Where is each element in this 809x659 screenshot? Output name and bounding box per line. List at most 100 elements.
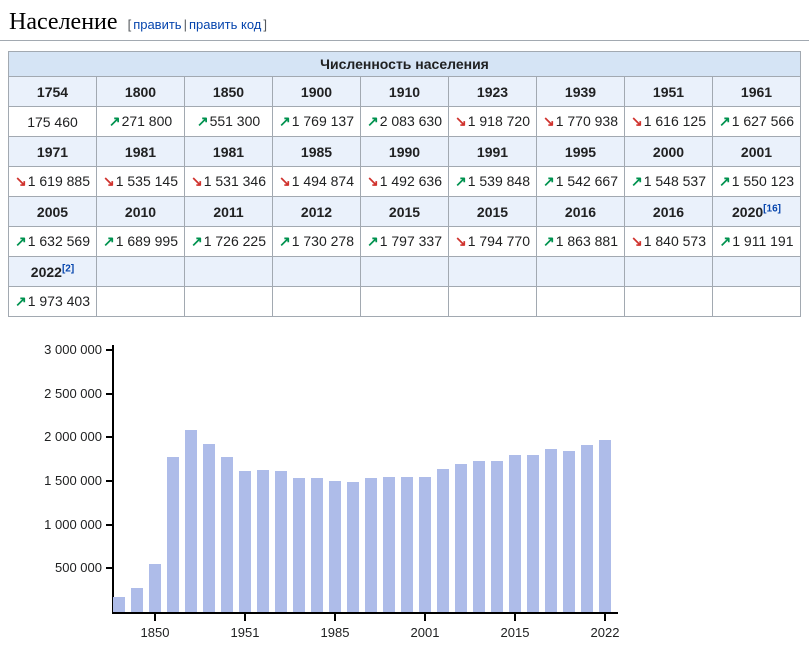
population-value-cell [96, 286, 185, 317]
year-cell: 2015 [448, 196, 537, 227]
year-cell: 1971 [8, 136, 97, 167]
year-cell: 2001 [712, 136, 801, 167]
year-cell: 1900 [272, 76, 361, 107]
year-cell: 1951 [624, 76, 713, 107]
population-bar [365, 478, 377, 612]
population-value-cell: ↗1 911 191 [712, 226, 801, 257]
year-cell: 1910 [360, 76, 449, 107]
decrease-arrow-icon: ↘ [542, 113, 555, 129]
y-axis-tick-label: 2 500 000 [44, 385, 102, 401]
reference-link[interactable]: [2] [61, 262, 75, 274]
edit-link[interactable]: править [133, 17, 182, 32]
population-value-cell: ↗1 730 278 [272, 226, 361, 257]
population-value-cell [360, 286, 449, 317]
population-bar [401, 477, 413, 612]
population-value-cell: ↗271 800 [96, 106, 185, 137]
population-value-cell [536, 286, 625, 317]
year-cell: 2010 [96, 196, 185, 227]
year-cell [184, 256, 273, 287]
population-table-body: Численность населения 1754 1800 1850 1900 19… [8, 51, 801, 317]
population-value-cell: ↗1 973 403 [8, 286, 97, 317]
population-bar [275, 471, 287, 612]
increase-arrow-icon: ↗ [719, 233, 732, 249]
decrease-arrow-icon: ↘ [630, 113, 643, 129]
increase-arrow-icon: ↗ [196, 113, 209, 129]
population-bar [203, 444, 215, 612]
population-value-cell: ↘1 492 636 [360, 166, 449, 197]
y-axis-tick-label: 500 000 [55, 560, 102, 576]
increase-arrow-icon: ↗ [454, 173, 467, 189]
decrease-arrow-icon: ↘ [278, 173, 291, 189]
x-axis-tick-label: 2022 [590, 625, 620, 640]
population-value-cell: ↗2 083 630 [360, 106, 449, 137]
value-row: ↗1 632 569 ↗1 689 995 ↗1 726 225 ↗1 730 278… [8, 226, 801, 257]
population-chart: 500 000 1 000 000 1 500 000 2 000 000 2 500 … [0, 340, 809, 659]
population-value-cell: ↗1 542 667 [536, 166, 625, 197]
year-cell: 1961 [712, 76, 801, 107]
population-value-cell: ↗1 632 569 [8, 226, 97, 257]
population-value-cell: ↗1 726 225 [184, 226, 273, 257]
year-cell: 1981 [184, 136, 273, 167]
x-axis-tick-label: 1850 [140, 625, 170, 640]
value-row: 175 460 ↗271 800 ↗551 300 ↗1 769 137 ↗2 083 … [8, 106, 801, 137]
table-caption-row: Численность населения [8, 51, 801, 77]
page-title: Население [9, 9, 118, 35]
y-axis-tick [106, 349, 113, 351]
population-value-cell: ↗1 550 123 [712, 166, 801, 197]
increase-arrow-icon: ↗ [278, 113, 291, 129]
section-heading: Население [править | править код] [0, 0, 809, 41]
edit-bracket-close: ] [263, 17, 267, 32]
value-row: ↗1 973 403 [8, 286, 801, 317]
decrease-arrow-icon: ↘ [102, 173, 115, 189]
year-cell [624, 256, 713, 287]
population-value-cell: ↘1 535 145 [96, 166, 185, 197]
y-axis-tick [106, 436, 113, 439]
population-value-cell: ↘1 770 938 [536, 106, 625, 137]
year-row: 1971 1981 1981 1985 1990 1991 1995 2000 2001 [8, 136, 801, 167]
x-axis-tick [604, 614, 606, 621]
population-value-cell [448, 286, 537, 317]
year-cell: 2012 [272, 196, 361, 227]
y-axis-tick-label: 1 000 000 [44, 516, 102, 532]
population-value-cell: ↘1 918 720 [448, 106, 537, 137]
y-axis-tick [106, 480, 113, 482]
population-value-cell [272, 286, 361, 317]
population-bar [527, 455, 539, 612]
year-cell: 2005 [8, 196, 97, 227]
year-cell [536, 256, 625, 287]
y-axis-tick [106, 392, 113, 395]
population-value-cell: ↘1 531 346 [184, 166, 273, 197]
year-cell: 2020[16] [712, 196, 801, 227]
year-cell: 1991 [448, 136, 537, 167]
year-row: 2005 2010 2011 2012 2015 2015 2016 2016 2020[16] [8, 196, 801, 227]
decrease-arrow-icon: ↘ [454, 233, 467, 249]
y-axis-tick-label: 3 000 000 [44, 342, 102, 357]
year-cell: 2015 [360, 196, 449, 227]
year-cell: 1754 [8, 76, 97, 107]
population-value-cell: ↘1 494 874 [272, 166, 361, 197]
population-bar [221, 457, 233, 612]
population-bar [149, 564, 161, 612]
population-value-cell: ↗1 769 137 [272, 106, 361, 137]
increase-arrow-icon: ↗ [366, 113, 379, 129]
population-value-cell: ↘1 794 770 [448, 226, 537, 257]
decrease-arrow-icon: ↘ [630, 233, 643, 249]
increase-arrow-icon: ↗ [102, 233, 115, 249]
value-row: ↘1 619 885 ↘1 535 145 ↘1 531 346 ↘1 494 874… [8, 166, 801, 197]
increase-arrow-icon: ↗ [718, 173, 731, 189]
population-bar [473, 461, 485, 612]
edit-section: [править | править код] [128, 17, 267, 32]
year-cell: 2011 [184, 196, 273, 227]
increase-arrow-icon: ↗ [542, 173, 555, 189]
increase-arrow-icon: ↗ [108, 113, 121, 129]
x-axis-tick-label: 2001 [410, 625, 440, 640]
year-cell: 1985 [272, 136, 361, 167]
reference-link[interactable]: [16] [763, 202, 781, 214]
year-cell: 2022[2] [8, 256, 97, 287]
edit-code-link[interactable]: править код [188, 17, 262, 32]
increase-arrow-icon: ↗ [190, 233, 203, 249]
x-axis-tick-label: 1985 [320, 625, 350, 640]
population-bar [599, 440, 611, 612]
population-bar [545, 449, 557, 612]
edit-separator: | [183, 17, 187, 32]
